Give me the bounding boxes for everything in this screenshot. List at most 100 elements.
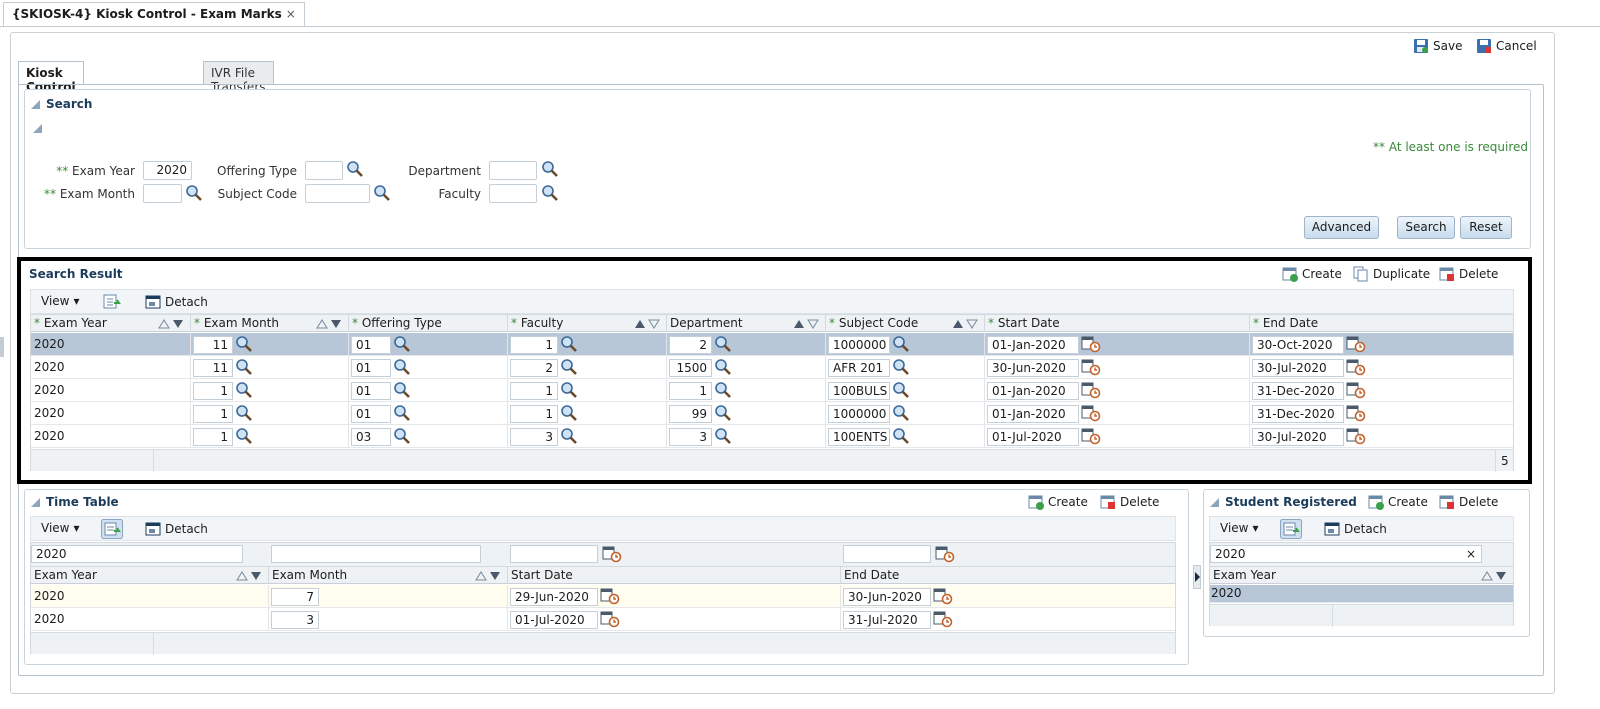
subject-code-input[interactable]: 1000000 <box>828 405 890 423</box>
column-header[interactable]: * Exam Year <box>31 315 191 332</box>
search-icon[interactable] <box>235 381 253 402</box>
subject-code-input[interactable] <box>305 184 370 203</box>
exam-month-input[interactable]: 7 <box>271 588 319 606</box>
faculty-input[interactable] <box>489 184 537 203</box>
sort-icon[interactable] <box>316 319 344 329</box>
advanced-button[interactable]: Advanced <box>1304 216 1379 239</box>
save-button[interactable]: Save <box>1413 38 1462 54</box>
calendar-icon[interactable] <box>600 587 620 608</box>
tab-ivr-file-transfers[interactable]: IVR File Transfers <box>203 61 274 94</box>
start-date-input[interactable]: 29-Jun-2020 <box>510 588 598 606</box>
column-header[interactable]: * Exam Month <box>191 315 349 332</box>
department-input[interactable]: 99 <box>669 405 712 423</box>
department-input[interactable]: 1 <box>669 382 712 400</box>
column-header[interactable]: End Date <box>841 567 1175 584</box>
subject-code-input[interactable]: 1000000 <box>828 336 890 354</box>
calendar-icon[interactable] <box>1081 404 1101 425</box>
page-tab[interactable]: {SKIOSK-4} Kiosk Control - Exam Marks × <box>3 2 305 26</box>
search-icon[interactable] <box>346 160 364 178</box>
end-date-input[interactable]: 31-Dec-2020 <box>1252 405 1344 423</box>
calendar-icon[interactable] <box>1081 427 1101 448</box>
end-date-input[interactable]: 30-Jun-2020 <box>843 588 931 606</box>
exam-month-input[interactable] <box>143 184 182 203</box>
exam-year-filter[interactable]: 2020 <box>1210 545 1482 563</box>
offering-type-input[interactable]: 01 <box>351 405 391 423</box>
column-header[interactable]: * Start Date <box>985 315 1250 332</box>
column-header[interactable]: * Faculty <box>508 315 667 332</box>
table-row[interactable]: 2020 11 01 1 2 1000000 01-Jan-2020 30-Oct-2020 <box>31 333 1513 356</box>
column-header[interactable]: Exam Month <box>269 567 508 584</box>
exam-year-input[interactable]: 2020 <box>143 161 192 180</box>
start-date-input[interactable]: 01-Jan-2020 <box>987 336 1079 354</box>
search-icon[interactable] <box>235 427 253 448</box>
tab-kiosk-control[interactable]: Kiosk Control - Exam Marks <box>18 61 84 122</box>
column-header[interactable]: * Subject Code <box>826 315 985 332</box>
column-header[interactable]: * End Date <box>1250 315 1513 332</box>
detach-button[interactable]: Detach <box>145 294 208 310</box>
search-icon[interactable] <box>714 381 732 402</box>
search-icon[interactable] <box>892 381 910 402</box>
offering-type-input[interactable]: 03 <box>351 428 391 446</box>
search-icon[interactable] <box>892 404 910 425</box>
calendar-icon[interactable] <box>1346 404 1366 425</box>
start-date-input[interactable]: 01-Jan-2020 <box>987 382 1079 400</box>
column-header[interactable]: Exam Year <box>31 567 269 584</box>
calendar-icon[interactable] <box>933 610 953 631</box>
search-icon[interactable] <box>393 358 411 379</box>
duplicate-button[interactable]: Duplicate <box>1353 266 1430 282</box>
exam-year-filter[interactable]: 2020 <box>31 545 243 563</box>
search-icon[interactable] <box>185 184 203 202</box>
search-icon[interactable] <box>393 381 411 402</box>
search-icon[interactable] <box>714 404 732 425</box>
expand-arrow-icon[interactable] <box>1195 572 1200 582</box>
search-icon[interactable] <box>560 335 578 356</box>
view-menu[interactable]: View ▾ <box>1220 521 1259 535</box>
calendar-icon[interactable] <box>602 545 622 563</box>
view-menu[interactable]: View ▾ <box>41 294 80 308</box>
table-row[interactable]: 2020 3 01-Jul-2020 31-Jul-2020 <box>31 608 1175 631</box>
calendar-icon[interactable] <box>1081 335 1101 356</box>
table-row[interactable]: 2020 <box>1210 585 1513 603</box>
end-date-filter[interactable] <box>843 545 931 563</box>
splitter-handle[interactable] <box>0 337 4 357</box>
column-header[interactable]: Start Date <box>508 567 841 584</box>
sort-icon[interactable] <box>1481 571 1509 581</box>
search-icon[interactable] <box>235 404 253 425</box>
calendar-icon[interactable] <box>935 545 955 563</box>
department-input[interactable] <box>489 161 537 180</box>
cancel-button[interactable]: Cancel <box>1476 38 1537 54</box>
calendar-icon[interactable] <box>1346 381 1366 402</box>
calendar-icon[interactable] <box>1081 358 1101 379</box>
faculty-input[interactable]: 1 <box>510 382 558 400</box>
calendar-icon[interactable] <box>1346 427 1366 448</box>
search-icon[interactable] <box>714 335 732 356</box>
close-icon[interactable]: × <box>285 7 296 21</box>
student-registered-header[interactable]: Student Registered <box>1210 495 1357 509</box>
exam-month-filter[interactable] <box>271 545 481 563</box>
table-row[interactable]: 2020 1 03 3 3 100ENTS 01-Jul-2020 30-Jul-2020 <box>31 425 1513 448</box>
exam-month-input[interactable]: 11 <box>193 359 233 377</box>
search-header[interactable]: Search <box>31 97 92 111</box>
clear-icon[interactable]: × <box>1466 547 1477 561</box>
calendar-icon[interactable] <box>1081 381 1101 402</box>
search-icon[interactable] <box>892 427 910 448</box>
subject-code-input[interactable]: 100BULS <box>828 382 890 400</box>
collapse-icon[interactable] <box>31 99 40 109</box>
sort-icon[interactable] <box>236 571 264 581</box>
delete-button[interactable]: Delete <box>1100 494 1159 510</box>
start-date-filter[interactable] <box>510 545 598 563</box>
search-icon[interactable] <box>541 184 559 202</box>
search-icon[interactable] <box>373 184 391 202</box>
search-icon[interactable] <box>393 335 411 356</box>
sort-icon[interactable] <box>158 319 186 329</box>
column-header[interactable]: Exam Year <box>1210 567 1513 584</box>
exam-month-input[interactable]: 3 <box>271 611 319 629</box>
calendar-icon[interactable] <box>933 587 953 608</box>
faculty-input[interactable]: 1 <box>510 405 558 423</box>
department-input[interactable]: 2 <box>669 336 712 354</box>
exam-month-input[interactable]: 1 <box>193 382 233 400</box>
search-icon[interactable] <box>235 358 253 379</box>
column-header[interactable]: * Offering Type <box>349 315 508 332</box>
collapse-icon[interactable] <box>31 497 40 507</box>
offering-type-input[interactable]: 01 <box>351 336 391 354</box>
